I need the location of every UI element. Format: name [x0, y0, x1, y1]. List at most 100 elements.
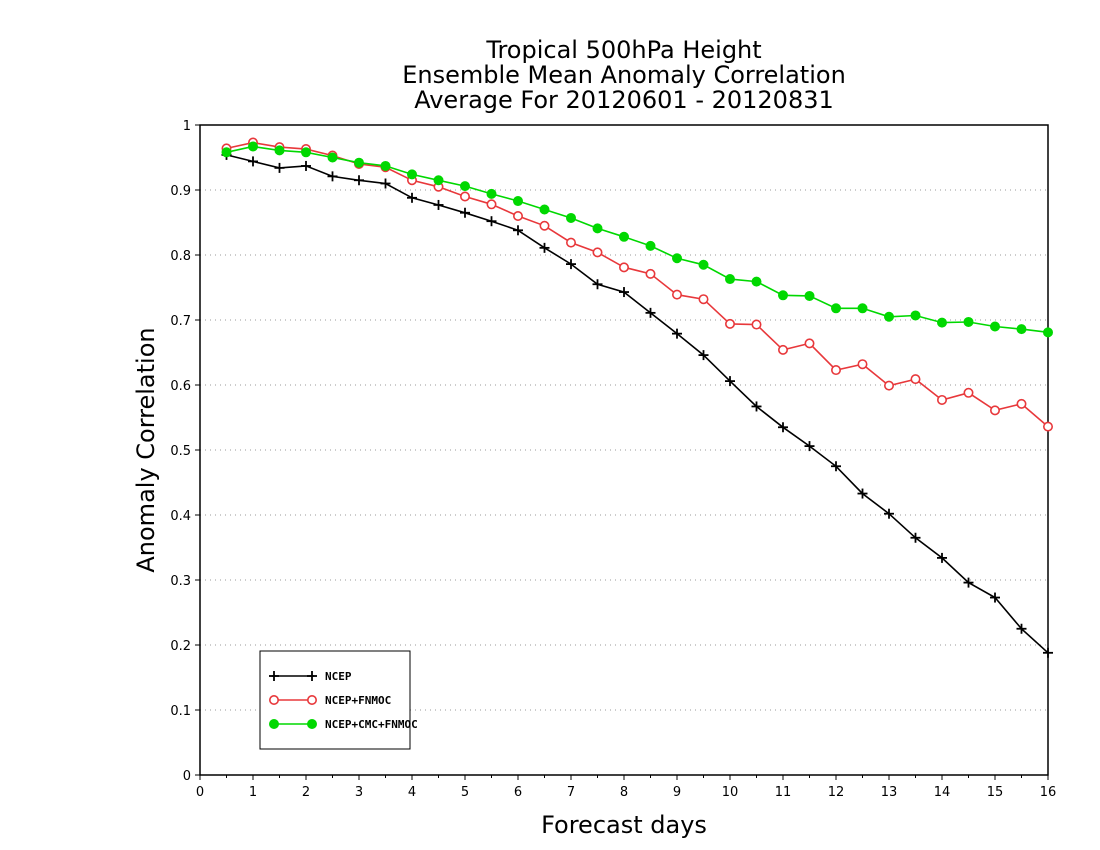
data-point	[751, 319, 762, 330]
legend-swatch-marker	[269, 671, 279, 681]
data-point	[724, 318, 735, 329]
x-tick-label: 10	[722, 785, 739, 800]
series-line	[226, 154, 1049, 654]
data-point	[592, 247, 603, 258]
data-point	[566, 212, 576, 223]
series-2	[221, 137, 1054, 432]
data-point	[725, 376, 735, 387]
x-tick-label: 9	[673, 785, 681, 800]
x-axis-ticks: 0 1 2 3 4 5 6 7 8 9 10 11 12 13 14 15 16	[196, 775, 1056, 800]
y-tick-label: 0.5	[170, 444, 191, 459]
x-tick-label: 8	[620, 785, 628, 800]
x-tick-label: 11	[775, 785, 792, 800]
data-point	[910, 374, 921, 385]
data-point	[910, 310, 921, 321]
data-point	[672, 253, 682, 264]
x-tick-label: 7	[567, 785, 575, 800]
data-point	[539, 204, 550, 215]
data-point	[327, 171, 338, 182]
data-point	[963, 577, 974, 588]
x-tick-label: 15	[987, 785, 1004, 800]
data-point	[777, 344, 788, 355]
chart-title-line-2: Ensemble Mean Anomaly Correlation	[402, 61, 846, 89]
legend-entry: NCEP+FNMOC	[268, 694, 391, 707]
data-point	[248, 141, 258, 152]
data-point	[884, 311, 894, 322]
legend-swatch-marker	[268, 694, 279, 705]
x-tick-label: 2	[302, 785, 310, 800]
data-point	[963, 316, 974, 327]
data-point	[989, 405, 1000, 416]
data-series	[221, 137, 1054, 658]
x-axis-label: Forecast days	[541, 811, 707, 839]
y-tick-label: 0	[183, 769, 191, 784]
data-point	[698, 350, 709, 361]
chart-title-line-1: Tropical 500hPa Height	[485, 36, 761, 64]
x-tick-label: 13	[881, 785, 898, 800]
data-point	[857, 303, 868, 314]
data-point	[883, 380, 894, 391]
data-point	[618, 262, 629, 273]
series-3	[221, 141, 1053, 338]
data-point	[671, 289, 682, 300]
x-tick-label: 1	[249, 785, 257, 800]
data-point	[592, 279, 603, 290]
legend-swatch-marker	[306, 694, 317, 705]
legend-label: NCEP+CMC+FNMOC	[325, 718, 418, 731]
data-point	[910, 532, 921, 543]
data-point	[486, 188, 497, 199]
data-point	[645, 240, 656, 251]
data-point	[619, 231, 629, 242]
data-point	[778, 422, 788, 433]
data-point	[566, 259, 576, 270]
legend-swatch-marker	[307, 719, 317, 729]
legend-label: NCEP+FNMOC	[325, 694, 391, 707]
data-point	[459, 191, 470, 202]
x-tick-label: 4	[408, 785, 416, 800]
data-point	[407, 192, 417, 203]
y-axis-label: Anomaly Correlation	[132, 327, 160, 572]
data-point	[1016, 398, 1027, 409]
data-point	[751, 276, 762, 287]
data-point	[857, 488, 868, 499]
data-point	[380, 160, 391, 171]
y-tick-label: 0.2	[170, 639, 191, 654]
data-point	[804, 338, 815, 349]
data-point	[857, 359, 868, 370]
legend-entry: NCEP	[269, 670, 352, 683]
data-point	[433, 199, 444, 210]
x-tick-label: 16	[1040, 785, 1057, 800]
data-point	[778, 290, 788, 301]
data-point	[804, 441, 815, 452]
data-point	[539, 220, 550, 231]
x-tick-label: 5	[461, 785, 469, 800]
data-point	[725, 274, 735, 285]
data-point	[354, 175, 364, 186]
chart-title-line-3: Average For 20120601 - 20120831	[414, 86, 834, 114]
data-point	[937, 317, 947, 328]
data-point	[354, 157, 364, 168]
data-point	[274, 145, 285, 156]
data-point	[963, 387, 974, 398]
data-point	[937, 552, 947, 563]
data-point	[990, 321, 1000, 332]
data-point	[1043, 421, 1054, 432]
series-line	[226, 145, 1049, 334]
data-point	[645, 307, 656, 318]
data-point	[539, 242, 550, 253]
y-tick-label: 0.1	[170, 704, 191, 719]
data-point	[407, 169, 417, 180]
data-point	[433, 175, 444, 186]
data-point	[698, 259, 709, 270]
data-point	[936, 394, 947, 405]
data-point	[513, 196, 523, 207]
data-point	[301, 147, 311, 158]
data-point	[1016, 623, 1027, 634]
legend: NCEP NCEP+FNMOC NCEP+CMC+FNMOC	[259, 650, 418, 750]
legend-swatch-marker	[307, 671, 317, 681]
data-point	[565, 237, 576, 248]
y-tick-label: 0.8	[170, 249, 191, 264]
data-point	[460, 181, 470, 192]
